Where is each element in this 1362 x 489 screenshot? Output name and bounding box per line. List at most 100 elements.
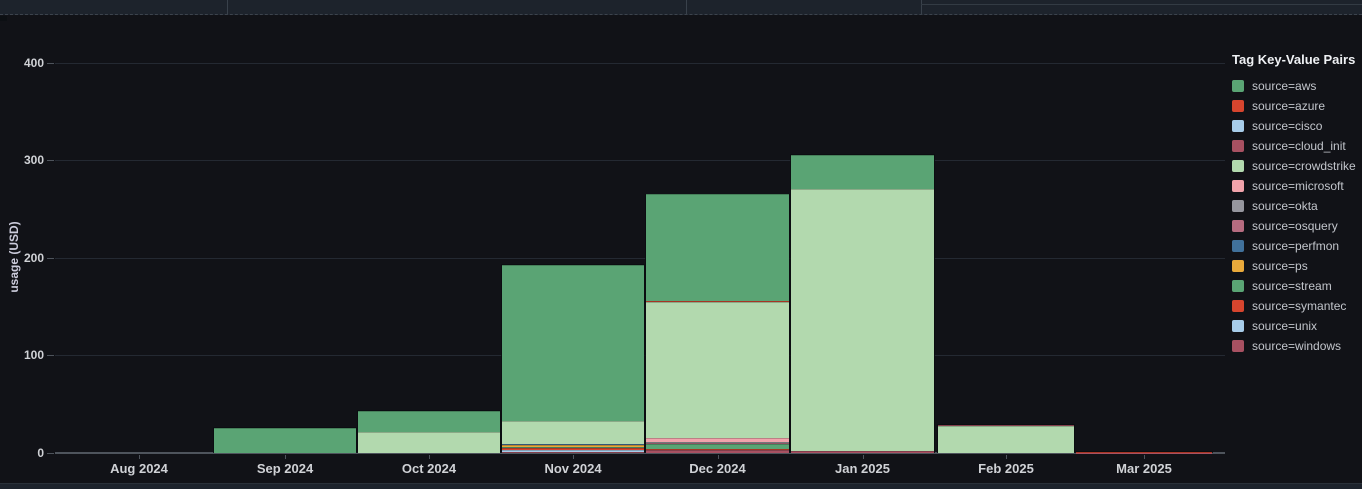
legend-swatch-okta <box>1232 200 1244 212</box>
legend-swatch-cisco <box>1232 120 1244 132</box>
bar-mar-2025 <box>1075 451 1213 453</box>
bar-segment-crowdstrike <box>358 431 500 453</box>
x-tick-dash <box>139 455 140 459</box>
bar-jan-2025 <box>790 154 935 453</box>
gridline <box>55 257 1225 259</box>
bar-segment-aws <box>358 411 500 432</box>
bar-segment-stream <box>502 447 644 449</box>
x-tick-label-jan-2025: Jan 2025 <box>835 461 890 476</box>
bar-segment-crowdstrike <box>646 301 789 438</box>
legend-item-osquery[interactable]: source=osquery <box>1232 216 1360 236</box>
y-tick-dash <box>47 257 54 259</box>
legend-item-okta[interactable]: source=okta <box>1232 196 1360 216</box>
header-divider <box>921 0 922 15</box>
legend-label-cloud_init: source=cloud_init <box>1252 139 1346 153</box>
legend-title: Tag Key-Value Pairs <box>1232 52 1356 67</box>
y-tick-label: 100 <box>23 348 44 363</box>
legend-item-windows[interactable]: source=windows <box>1232 336 1360 356</box>
bar-dec-2024 <box>645 193 790 453</box>
x-tick-label-mar-2025: Mar 2025 <box>1116 461 1172 476</box>
legend-swatch-microsoft <box>1232 180 1244 192</box>
y-tick-dash <box>47 62 54 64</box>
bar-segment-crowdstrike <box>791 188 934 452</box>
x-tick-dash <box>1144 455 1145 459</box>
x-axis-zero-line <box>55 452 1225 454</box>
legend-label-stream: source=stream <box>1252 279 1332 293</box>
legend-item-perfmon[interactable]: source=perfmon <box>1232 236 1360 256</box>
x-tick-label-dec-2024: Dec 2024 <box>689 461 746 476</box>
bar-segment-aws <box>791 155 934 189</box>
panel-corner <box>0 16 7 21</box>
legend-item-aws[interactable]: source=aws <box>1232 76 1360 96</box>
bar-segment-crowdstrike <box>938 425 1074 453</box>
legend-swatch-crowdstrike <box>1232 160 1244 172</box>
bar-feb-2025 <box>937 423 1075 453</box>
top-panel-edge <box>0 0 1362 15</box>
legend-label-ps: source=ps <box>1252 259 1308 273</box>
legend-swatch-stream <box>1232 280 1244 292</box>
y-tick-dash <box>47 452 54 454</box>
bar-segment-crowdstrike <box>502 420 644 444</box>
bar-segment-okta <box>646 441 789 443</box>
legend-label-symantec: source=symantec <box>1252 299 1347 313</box>
legend-swatch-ps <box>1232 260 1244 272</box>
y-tick-label: 0 <box>37 445 44 460</box>
bar-segment-symantec <box>646 448 789 451</box>
legend-item-azure[interactable]: source=azure <box>1232 96 1360 116</box>
bar-segment-windows <box>646 450 789 453</box>
bar-segment-symantec <box>502 448 644 451</box>
bar-segment-osquery <box>646 442 789 445</box>
bar-segment-windows <box>502 451 644 453</box>
x-tick-label-nov-2024: Nov 2024 <box>544 461 602 476</box>
legend-label-azure: source=azure <box>1252 99 1326 113</box>
legend-swatch-osquery <box>1232 220 1244 232</box>
x-tick-dash <box>1006 455 1007 459</box>
x-tick-dash <box>573 455 574 459</box>
bar-segment-microsoft <box>646 437 789 442</box>
legend-label-microsoft: source=microsoft <box>1252 179 1344 193</box>
legend-label-perfmon: source=perfmon <box>1252 239 1340 253</box>
legend-item-microsoft[interactable]: source=microsoft <box>1232 176 1360 196</box>
legend-item-unix[interactable]: source=unix <box>1232 316 1360 336</box>
gridline <box>55 160 1225 162</box>
bar-segment-stream <box>646 444 789 449</box>
legend-swatch-azure <box>1232 100 1244 112</box>
bar-segment-cloud_init <box>938 424 1074 426</box>
bottom-panel-edge <box>0 483 1362 489</box>
bar-segment-ps <box>502 445 644 448</box>
legend-label-okta: source=okta <box>1252 199 1318 213</box>
x-tick-dash <box>862 455 864 459</box>
x-tick-dash <box>285 455 286 459</box>
bar-segment-perfmon <box>502 444 644 446</box>
x-tick-dash <box>429 455 430 459</box>
bar-segment-windows <box>791 451 934 453</box>
legend-item-crowdstrike[interactable]: source=crowdstrike <box>1232 156 1360 176</box>
gridline <box>55 62 1225 64</box>
x-tick-label-feb-2025: Feb 2025 <box>978 461 1034 476</box>
legend-label-crowdstrike: source=crowdstrike <box>1252 159 1356 173</box>
header-divider <box>227 0 228 15</box>
legend-swatch-unix <box>1232 320 1244 332</box>
legend-swatch-perfmon <box>1232 240 1244 252</box>
legend-item-symantec[interactable]: source=symantec <box>1232 296 1360 316</box>
bar-segment-aws <box>502 264 644 421</box>
legend-item-cloud_init[interactable]: source=cloud_init <box>1232 136 1360 156</box>
legend-item-cisco[interactable]: source=cisco <box>1232 116 1360 136</box>
header-divider <box>686 0 687 15</box>
legend-label-unix: source=unix <box>1252 319 1318 333</box>
y-tick-dash <box>47 355 54 357</box>
legend-label-cisco: source=cisco <box>1252 119 1323 133</box>
legend-item-stream[interactable]: source=stream <box>1232 276 1360 296</box>
bar-sep-2024 <box>213 426 357 453</box>
x-tick-dash <box>717 455 719 459</box>
legend-item-ps[interactable]: source=ps <box>1232 256 1360 276</box>
bar-segment-aws <box>646 194 789 302</box>
bar-segment-unix <box>502 450 644 452</box>
legend-swatch-cloud_init <box>1232 140 1244 152</box>
y-tick-label: 300 <box>23 153 44 168</box>
bar-nov-2024 <box>501 263 645 453</box>
legend: Tag Key-Value Pairs source=aws source=azu… <box>1232 52 1360 356</box>
legend-swatch-windows <box>1232 340 1244 352</box>
header-divider <box>921 4 1362 5</box>
